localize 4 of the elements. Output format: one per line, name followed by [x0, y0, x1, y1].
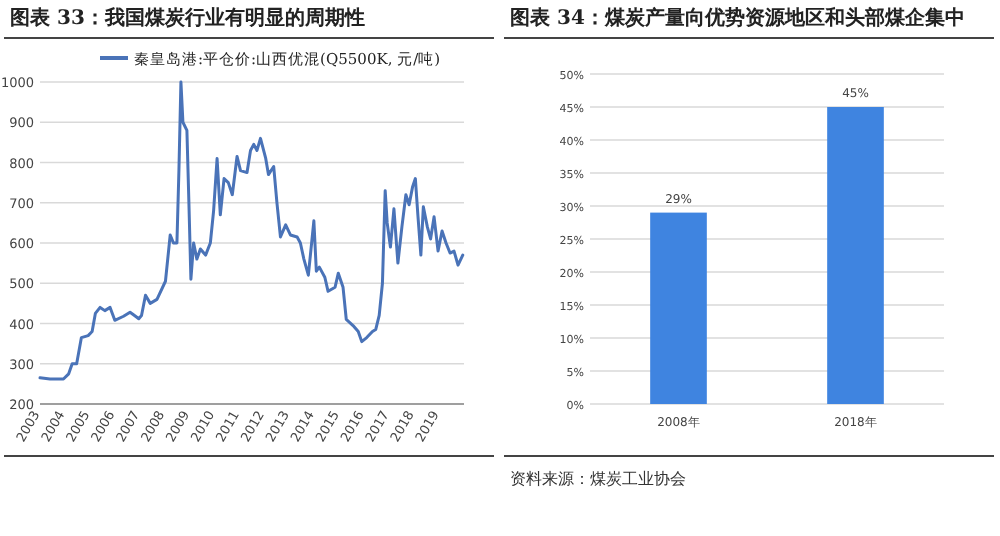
line-series [38, 80, 465, 381]
chart-title: 图表 34：煤炭产量向优势资源地区和头部煤企集中 [510, 6, 965, 30]
text: 资料来源：煤炭工业协会 [510, 470, 686, 488]
chart-title: 图表 33：我国煤炭行业有明显的周期性 [10, 6, 365, 30]
